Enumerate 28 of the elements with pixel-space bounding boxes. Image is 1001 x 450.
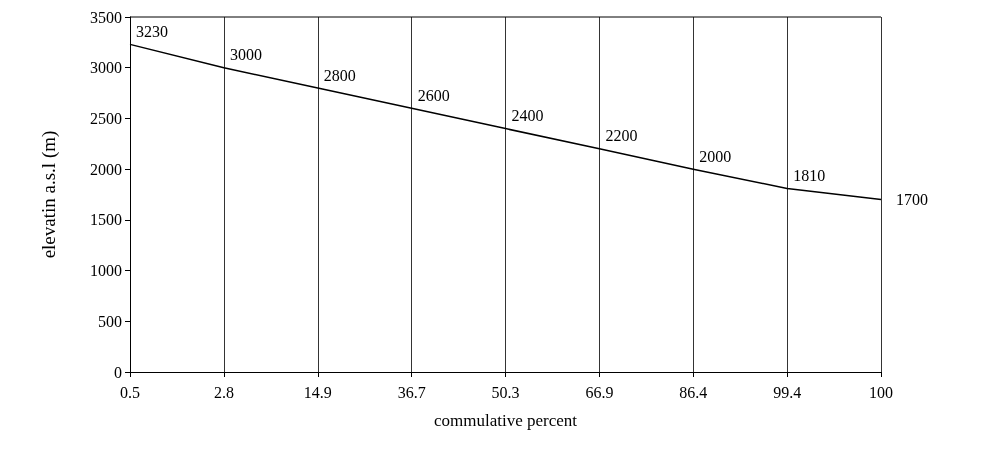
data-label: 2800: [323, 66, 356, 84]
x-tick-label: 14.9: [303, 383, 332, 401]
data-label: 1700: [896, 191, 928, 209]
x-tick-label: 99.4: [773, 383, 802, 401]
x-tick-label: 2.8: [213, 383, 234, 401]
y-axis-title: elevatin a.s.l (m): [38, 130, 60, 259]
data-label: 2000: [699, 147, 732, 165]
y-tick-label: 1500: [90, 211, 122, 229]
data-label: 3000: [229, 46, 262, 64]
x-tick-label: 50.3: [491, 383, 520, 401]
y-tick-label: 3500: [90, 8, 122, 26]
y-tick-label: 1000: [90, 262, 122, 280]
data-label: 3230: [136, 22, 168, 40]
x-tick-label: 66.9: [585, 383, 614, 401]
x-tick-label: 0.5: [120, 383, 140, 401]
data-label: 2600: [417, 86, 450, 104]
y-tick-label: 2000: [90, 160, 122, 178]
y-tick-label: 2500: [90, 109, 122, 127]
x-tick-label: 36.7: [397, 383, 426, 401]
data-label: 1810: [793, 166, 826, 184]
x-tick-label: 86.4: [679, 383, 708, 401]
y-tick-label: 500: [98, 312, 122, 330]
y-tick-label: 3000: [90, 59, 122, 77]
y-tick-label: 0: [114, 363, 122, 381]
x-tick-label: 100: [869, 383, 893, 401]
data-label: 2200: [605, 127, 638, 145]
x-axis-title: commulative percent: [433, 411, 578, 430]
data-label: 2400: [511, 107, 544, 125]
